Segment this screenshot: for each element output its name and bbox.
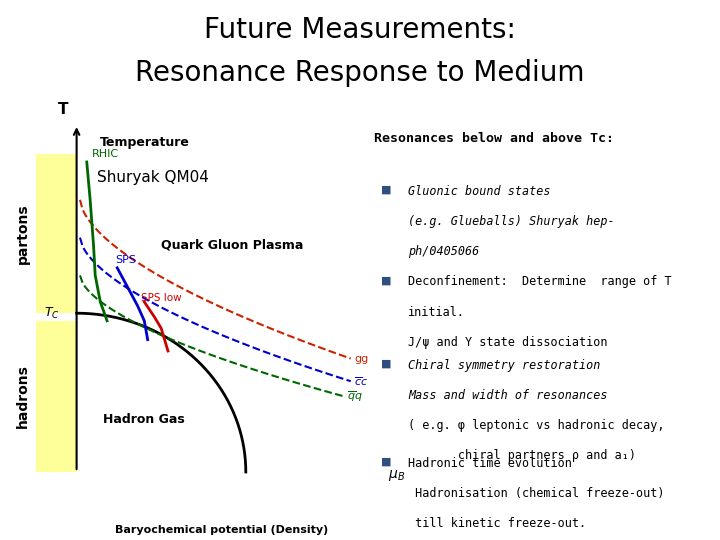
Text: partons: partons (15, 204, 30, 264)
Text: Gluonic bound states: Gluonic bound states (408, 185, 551, 198)
Text: till kinetic freeze-out.: till kinetic freeze-out. (408, 517, 586, 530)
Text: T: T (58, 102, 68, 117)
Text: gg: gg (354, 354, 369, 363)
Text: $\overline{q}q$: $\overline{q}q$ (347, 389, 363, 404)
Text: hadrons: hadrons (15, 364, 30, 428)
Text: Chiral symmetry restoration: Chiral symmetry restoration (408, 359, 600, 372)
Text: Baryochemical potential (Density): Baryochemical potential (Density) (115, 525, 329, 535)
Text: RHIC: RHIC (92, 150, 119, 159)
Text: Hadron Gas: Hadron Gas (104, 413, 185, 426)
Bar (36, 321, 76, 472)
Text: Hadronisation (chemical freeze-out): Hadronisation (chemical freeze-out) (408, 487, 665, 500)
Text: (e.g. Glueballs) Shuryak hep-: (e.g. Glueballs) Shuryak hep- (408, 215, 615, 228)
Text: SPS low: SPS low (141, 293, 181, 303)
Text: ( e.g. φ leptonic vs hadronic decay,: ( e.g. φ leptonic vs hadronic decay, (408, 419, 665, 432)
Text: Quark Gluon Plasma: Quark Gluon Plasma (161, 239, 303, 252)
Text: Resonances below and above Tc:: Resonances below and above Tc: (374, 132, 614, 145)
Text: Shuryak QM04: Shuryak QM04 (97, 170, 209, 185)
Text: Future Measurements:: Future Measurements: (204, 16, 516, 44)
Text: Deconfinement:  Determine  range of T: Deconfinement: Determine range of T (408, 275, 672, 288)
Text: SPS: SPS (115, 255, 137, 265)
Text: ■: ■ (381, 185, 392, 195)
Text: Mass and width of resonances: Mass and width of resonances (408, 389, 608, 402)
Text: $T_C$: $T_C$ (44, 306, 60, 321)
Bar (36, 154, 76, 313)
Text: J/ψ and Υ state dissociation: J/ψ and Υ state dissociation (408, 336, 608, 349)
Text: $\mu_B$: $\mu_B$ (388, 468, 405, 483)
Text: Temperature: Temperature (100, 136, 190, 148)
Text: ■: ■ (381, 275, 392, 286)
Text: chiral partners ρ and a₁): chiral partners ρ and a₁) (408, 449, 636, 462)
Text: initial.: initial. (408, 306, 465, 319)
Text: Resonance Response to Medium: Resonance Response to Medium (135, 59, 585, 87)
Text: Hadronic time evolution: Hadronic time evolution (408, 457, 572, 470)
Text: ■: ■ (381, 359, 392, 369)
Text: ■: ■ (381, 457, 392, 467)
Text: ph/0405066: ph/0405066 (408, 245, 480, 258)
Text: $\overline{c}c$: $\overline{c}c$ (354, 375, 368, 388)
